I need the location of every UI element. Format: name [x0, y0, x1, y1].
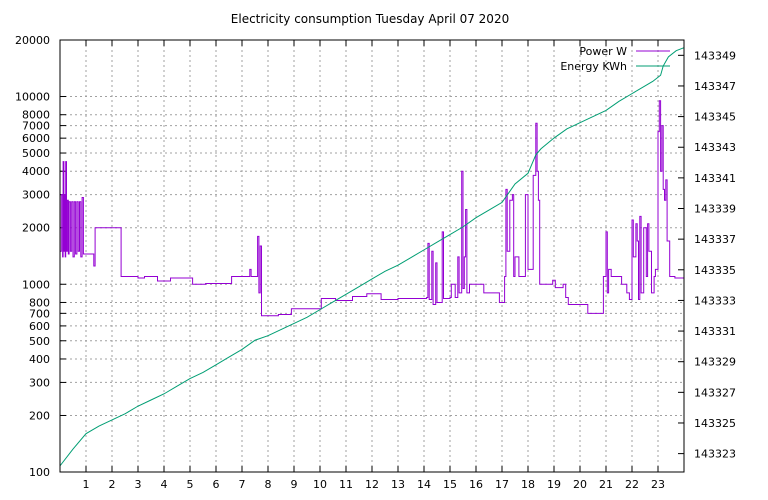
- series-line-energy: [59, 47, 685, 467]
- y-left-tick-label: 400: [29, 353, 50, 366]
- x-tick-label: 7: [239, 478, 246, 491]
- x-tick-label: 13: [391, 478, 405, 491]
- y-right-tick-label: 143323: [694, 448, 736, 461]
- x-tick-label: 5: [187, 478, 194, 491]
- y-right-tick-label: 143341: [694, 172, 736, 185]
- y-left-tick-label: 100: [29, 466, 50, 479]
- y-left-tick-label: 8000: [22, 109, 50, 122]
- y-left-tick-label: 800: [29, 296, 50, 309]
- x-tick-label: 17: [495, 478, 509, 491]
- y-right-tick-label: 143335: [694, 264, 736, 277]
- x-tick-label: 19: [547, 478, 561, 491]
- y-left-tick-label: 5000: [22, 147, 50, 160]
- y-right-tick-label: 143329: [694, 356, 736, 369]
- x-tick-label: 11: [339, 478, 353, 491]
- legend-label: Power W: [579, 45, 627, 58]
- legend-label: Energy KWh: [560, 60, 627, 73]
- grid: [60, 40, 684, 472]
- y-left-tick-label: 4000: [22, 165, 50, 178]
- x-tick-label: 10: [313, 478, 327, 491]
- x-tick-label: 20: [573, 478, 587, 491]
- legend: Power W Energy KWh: [560, 45, 670, 73]
- x-tick-label: 6: [213, 478, 220, 491]
- y-left-tick-label: 7000: [22, 120, 50, 133]
- y-right-tick-label: 143343: [694, 141, 736, 154]
- y-left-tick-label: 200: [29, 409, 50, 422]
- y-left-tick-label: 300: [29, 376, 50, 389]
- y-right-tick-label: 143339: [694, 203, 736, 216]
- x-axis: 1 2 3 4 5 6 7 8 9 10 11 12 13 14 15 16 17 18 19 20 21 22 23: [83, 40, 665, 491]
- y-left-tick-label: 3000: [22, 189, 50, 202]
- x-tick-label: 22: [625, 478, 639, 491]
- x-tick-label: 12: [365, 478, 379, 491]
- x-tick-label: 23: [651, 478, 665, 491]
- y-left-tick-label: 2000: [22, 222, 50, 235]
- x-tick-label: 14: [417, 478, 431, 491]
- x-tick-label: 3: [135, 478, 142, 491]
- y-left-tick-label: 10000: [15, 91, 50, 104]
- y-right-tick-label: 143331: [694, 325, 736, 338]
- y-right-tick-label: 143347: [694, 80, 736, 93]
- y-left-tick-label: 6000: [22, 132, 50, 145]
- x-tick-label: 15: [443, 478, 457, 491]
- y-right-tick-label: 143333: [694, 294, 736, 307]
- y-right-tick-label: 143327: [694, 386, 736, 399]
- y-left-tick-label: 1000: [22, 278, 50, 291]
- series-line-power: [60, 100, 684, 317]
- x-tick-label: 8: [265, 478, 272, 491]
- y-left-tick-label: 600: [29, 320, 50, 333]
- x-tick-label: 1: [83, 478, 90, 491]
- y-right-tick-label: 143325: [694, 417, 736, 430]
- y-left-tick-label: 500: [29, 335, 50, 348]
- y-right-tick-label: 143349: [694, 49, 736, 62]
- y-left-tick-label: 700: [29, 307, 50, 320]
- plot-frame: [59, 39, 685, 473]
- x-tick-label: 16: [469, 478, 483, 491]
- x-tick-label: 4: [161, 478, 168, 491]
- y-axis-right: 143323 143325 143327 143329 143331 143333 1433…: [678, 49, 736, 461]
- x-tick-label: 21: [599, 478, 613, 491]
- chart-title: Electricity consumption Tuesday April 07…: [231, 12, 509, 26]
- y-right-tick-label: 143345: [694, 111, 736, 124]
- y-right-tick-label: 143337: [694, 233, 736, 246]
- y-left-tick-label: 20000: [15, 34, 50, 47]
- plot-area: [59, 47, 685, 467]
- x-tick-label: 18: [521, 478, 535, 491]
- x-tick-label: 9: [291, 478, 298, 491]
- x-tick-label: 2: [109, 478, 116, 491]
